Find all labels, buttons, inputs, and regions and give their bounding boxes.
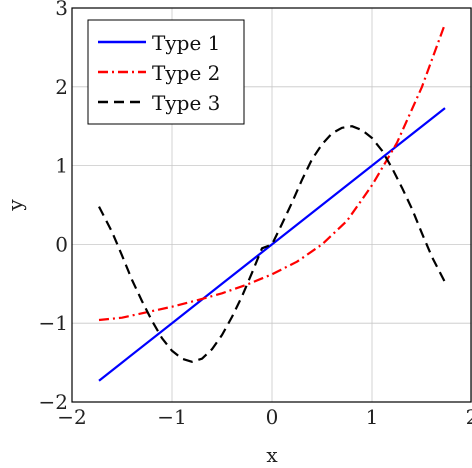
- y-tick-label: 0: [55, 232, 68, 256]
- series-line-type-1: [98, 107, 446, 382]
- y-tick-label: −2: [39, 390, 68, 414]
- x-tick-label: −1: [157, 405, 186, 429]
- x-tick-label: 0: [266, 405, 279, 429]
- legend: Type 1 Type 2 Type 3: [87, 19, 245, 125]
- series-line-type-3: [98, 125, 446, 363]
- plot-series: [98, 23, 447, 382]
- legend-box: [87, 19, 245, 125]
- plot-frame: [71, 7, 472, 403]
- x-axis-label: x: [266, 443, 278, 467]
- axis-ticks: −2 −1 0 1 2 −2 −1 0 1 2 3: [39, 0, 472, 429]
- y-axis-label: y: [3, 199, 27, 212]
- x-tick-label: −2: [57, 405, 86, 429]
- y-tick-label: 2: [55, 75, 68, 99]
- legend-label-type-3: Type 3: [152, 91, 220, 115]
- y-tick-label: 3: [55, 0, 68, 20]
- y-tick-label: −1: [39, 311, 68, 335]
- x-tick-label: 2: [466, 405, 472, 429]
- legend-label-type-2: Type 2: [152, 61, 220, 85]
- y-tick-label: 1: [55, 154, 68, 178]
- series-line-type-2: [98, 23, 447, 322]
- legend-label-type-1: Type 1: [152, 31, 220, 55]
- x-tick-label: 1: [366, 405, 379, 429]
